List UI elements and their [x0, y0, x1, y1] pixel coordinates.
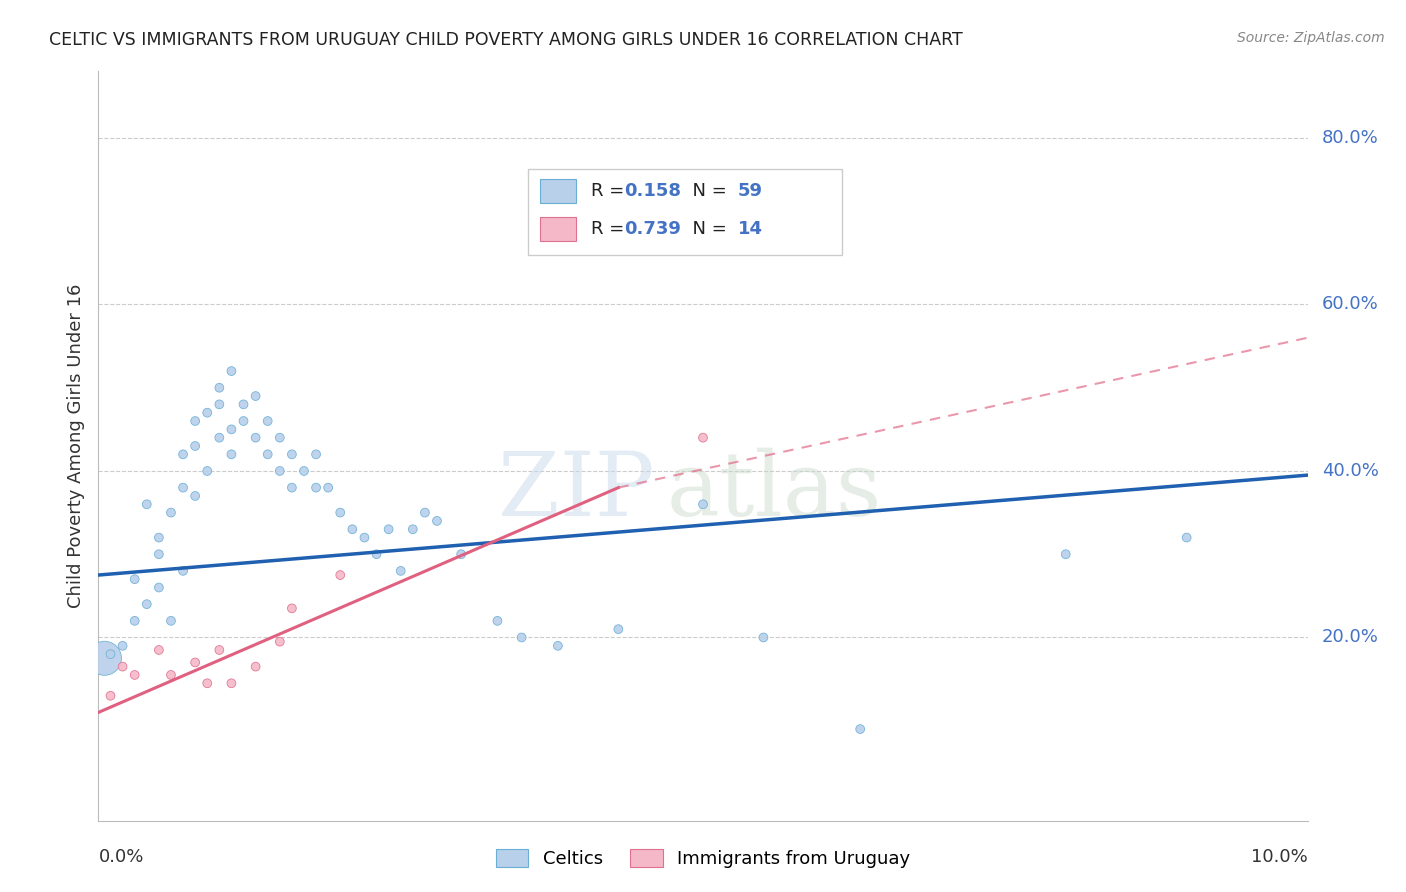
- Point: [135, 597, 157, 611]
- Point: [111, 659, 134, 673]
- Point: [124, 668, 146, 682]
- Point: [607, 622, 630, 636]
- Point: [1054, 547, 1077, 561]
- Point: [426, 514, 449, 528]
- Point: [450, 547, 472, 561]
- Point: [316, 481, 339, 495]
- Text: R =: R =: [591, 182, 630, 200]
- Point: [329, 506, 352, 520]
- Point: [510, 631, 533, 645]
- Text: 40.0%: 40.0%: [1322, 462, 1379, 480]
- Point: [402, 522, 425, 536]
- Point: [184, 414, 207, 428]
- Text: 60.0%: 60.0%: [1322, 295, 1379, 313]
- Point: [377, 522, 399, 536]
- Point: [111, 639, 134, 653]
- Point: [148, 547, 170, 561]
- Point: [208, 431, 231, 445]
- Point: [292, 464, 315, 478]
- Point: [486, 614, 509, 628]
- Point: [208, 397, 231, 411]
- Point: [172, 564, 194, 578]
- Point: [232, 414, 254, 428]
- Point: [269, 464, 291, 478]
- Point: [148, 581, 170, 595]
- Point: [124, 614, 146, 628]
- Point: [160, 668, 183, 682]
- Point: [124, 572, 146, 586]
- Point: [269, 634, 291, 648]
- Text: N =: N =: [682, 219, 733, 237]
- Point: [305, 481, 328, 495]
- Point: [245, 389, 267, 403]
- Text: Source: ZipAtlas.com: Source: ZipAtlas.com: [1237, 31, 1385, 45]
- Text: 59: 59: [738, 182, 763, 200]
- Point: [160, 506, 183, 520]
- Point: [100, 689, 122, 703]
- Text: 0.739: 0.739: [624, 219, 682, 237]
- Text: 0.0%: 0.0%: [98, 848, 143, 866]
- Point: [208, 381, 231, 395]
- Point: [269, 431, 291, 445]
- Point: [172, 481, 194, 495]
- Point: [256, 414, 278, 428]
- Point: [93, 651, 115, 665]
- Point: [281, 601, 304, 615]
- Text: 80.0%: 80.0%: [1322, 129, 1379, 147]
- Point: [221, 422, 243, 436]
- Point: [245, 659, 267, 673]
- Point: [329, 568, 352, 582]
- Point: [1175, 531, 1198, 545]
- Point: [135, 497, 157, 511]
- Point: [232, 397, 254, 411]
- Point: [221, 676, 243, 690]
- Text: R =: R =: [591, 219, 630, 237]
- Text: 14: 14: [738, 219, 763, 237]
- Legend: Celtics, Immigrants from Uruguay: Celtics, Immigrants from Uruguay: [489, 841, 917, 875]
- Point: [172, 447, 194, 461]
- Point: [353, 531, 375, 545]
- Point: [184, 489, 207, 503]
- Point: [221, 364, 243, 378]
- Text: 20.0%: 20.0%: [1322, 629, 1379, 647]
- Point: [752, 631, 775, 645]
- Text: CELTIC VS IMMIGRANTS FROM URUGUAY CHILD POVERTY AMONG GIRLS UNDER 16 CORRELATION: CELTIC VS IMMIGRANTS FROM URUGUAY CHILD …: [49, 31, 963, 49]
- Point: [305, 447, 328, 461]
- Point: [413, 506, 436, 520]
- Point: [849, 722, 872, 736]
- Point: [208, 643, 231, 657]
- Point: [389, 564, 412, 578]
- Point: [195, 406, 218, 420]
- FancyBboxPatch shape: [540, 179, 576, 203]
- Text: N =: N =: [682, 182, 733, 200]
- Text: 10.0%: 10.0%: [1251, 848, 1308, 866]
- Point: [160, 614, 183, 628]
- Point: [195, 676, 218, 690]
- Point: [366, 547, 388, 561]
- Point: [692, 497, 714, 511]
- Point: [184, 439, 207, 453]
- Text: atlas: atlas: [666, 447, 882, 534]
- Y-axis label: Child Poverty Among Girls Under 16: Child Poverty Among Girls Under 16: [66, 284, 84, 608]
- Point: [547, 639, 569, 653]
- Point: [148, 531, 170, 545]
- Point: [184, 656, 207, 670]
- Point: [245, 431, 267, 445]
- Text: ZIP: ZIP: [498, 447, 655, 534]
- Text: 0.158: 0.158: [624, 182, 682, 200]
- Point: [100, 647, 122, 661]
- Point: [342, 522, 364, 536]
- FancyBboxPatch shape: [527, 169, 842, 255]
- Point: [281, 447, 304, 461]
- Point: [221, 447, 243, 461]
- Point: [195, 464, 218, 478]
- FancyBboxPatch shape: [540, 217, 576, 241]
- Point: [148, 643, 170, 657]
- Point: [256, 447, 278, 461]
- Point: [281, 481, 304, 495]
- Point: [692, 431, 714, 445]
